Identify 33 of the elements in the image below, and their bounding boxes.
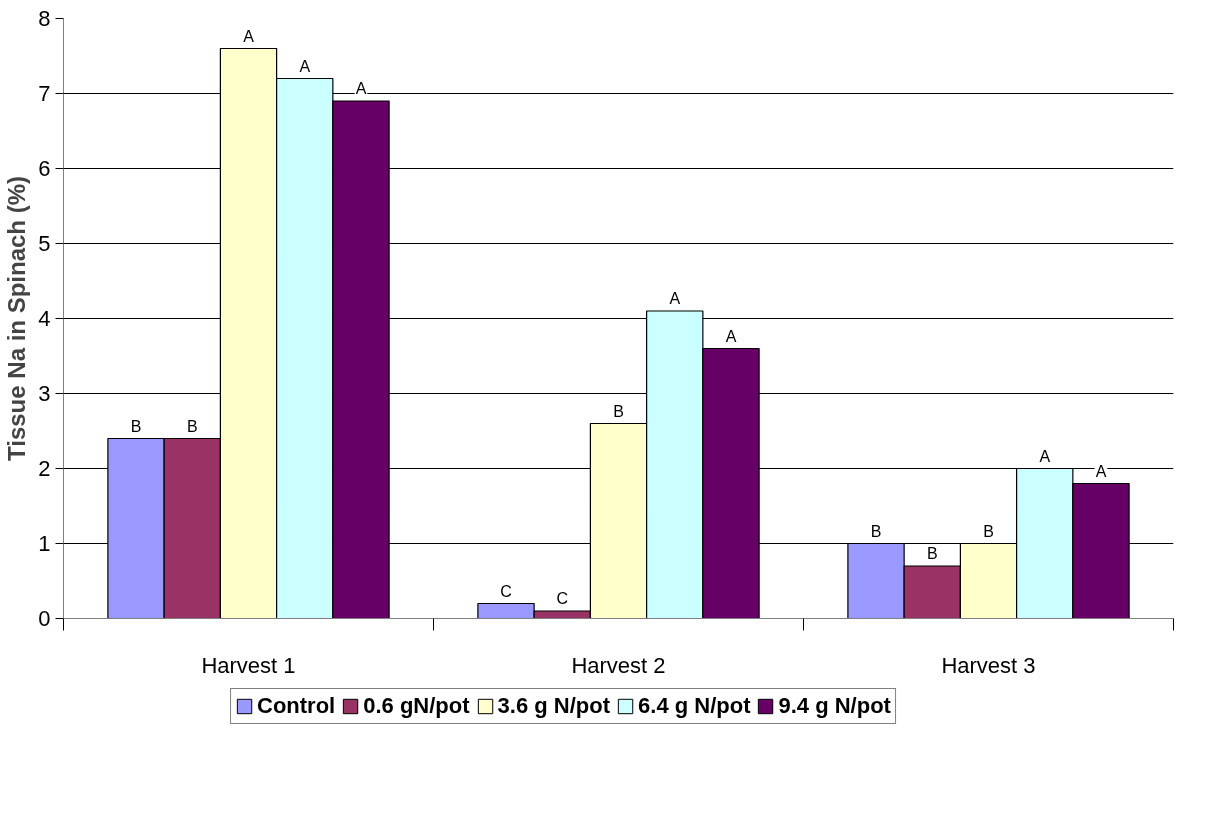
data-label: B <box>613 402 624 420</box>
data-label: C <box>500 582 512 600</box>
y-tick-label: 7 <box>38 81 51 106</box>
y-tick-label: 2 <box>38 456 51 481</box>
data-label: A <box>669 290 681 307</box>
data-label: A <box>299 57 311 75</box>
y-tick-label: 4 <box>38 306 51 331</box>
y-axis-title: Tissue Na in Spinach (%) <box>3 176 31 461</box>
legend-label: 6.4 g N/pot <box>638 693 751 719</box>
legend-label: 3.6 g N/pot <box>497 693 611 719</box>
data-label: B <box>130 417 142 435</box>
x-tick-label: Harvest 1 <box>201 652 296 678</box>
x-tick-label: Harvest 2 <box>571 652 666 678</box>
data-label: C <box>556 590 569 607</box>
legend-label: 9.4 g N/pot <box>778 693 891 719</box>
legend-label: 0.6 gN/pot <box>363 693 470 719</box>
data-label: A <box>1095 462 1107 480</box>
data-label: B <box>186 417 198 435</box>
y-tick-label: 8 <box>38 6 51 31</box>
y-tick-label: 1 <box>38 531 51 556</box>
data-label: B <box>926 545 938 562</box>
y-tick-label: 0 <box>38 606 51 631</box>
legend-label: Control <box>257 693 336 719</box>
data-label: B <box>870 522 882 540</box>
data-label: A <box>725 327 737 345</box>
data-label: A <box>243 27 255 45</box>
y-tick-label: 5 <box>38 231 51 256</box>
data-label: A <box>1039 447 1051 465</box>
data-label: B <box>983 522 994 540</box>
y-tick-label: 6 <box>38 156 51 181</box>
x-tick-label: Harvest 3 <box>941 652 1036 678</box>
y-tick-label: 3 <box>38 381 51 406</box>
data-label: A <box>355 80 367 97</box>
